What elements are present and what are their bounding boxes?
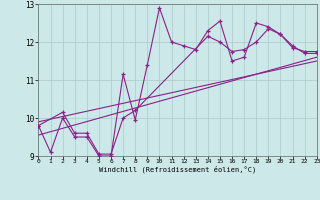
X-axis label: Windchill (Refroidissement éolien,°C): Windchill (Refroidissement éolien,°C): [99, 165, 256, 173]
